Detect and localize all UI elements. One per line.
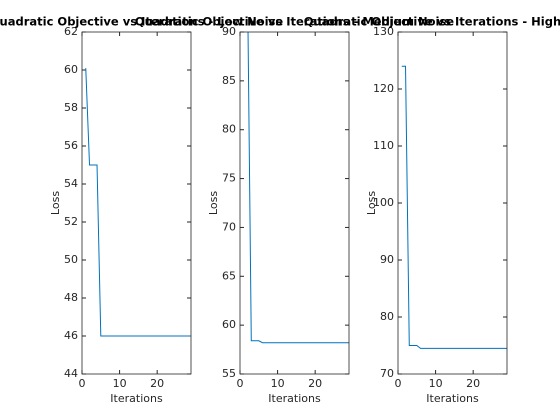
y-tick-label: 130 [373, 25, 394, 38]
y-axis-label: Loss [207, 191, 220, 215]
x-tick-label: 20 [308, 377, 322, 390]
y-tick-label: 80 [380, 310, 394, 323]
y-tick-label: 50 [64, 253, 78, 266]
chart-title: Quadratic Objective vs Iterations - Medi… [135, 15, 454, 29]
y-tick-label: 65 [222, 269, 236, 282]
x-tick-label: 10 [429, 377, 443, 390]
y-tick-label: 62 [64, 25, 78, 38]
y-tick-label: 60 [222, 318, 236, 331]
y-tick-label: 120 [373, 82, 394, 95]
x-tick-label: 0 [237, 377, 244, 390]
y-tick-label: 90 [380, 253, 394, 266]
y-tick-label: 52 [64, 215, 78, 228]
y-axis-label: Loss [49, 191, 62, 215]
line-series [247, 32, 349, 344]
x-tick-label: 10 [271, 377, 285, 390]
y-axis-label: Loss [365, 191, 378, 215]
y-tick-label: 70 [222, 220, 236, 233]
y-tick-label: 85 [222, 74, 236, 87]
y-tick-label: 90 [222, 25, 236, 38]
axes-box [81, 31, 192, 375]
x-axis-label: Iterations [268, 392, 321, 405]
line-series [401, 65, 507, 349]
y-tick-label: 100 [373, 196, 394, 209]
x-tick-label: 0 [79, 377, 86, 390]
y-tick-label: 55 [222, 367, 236, 380]
y-tick-label: 60 [64, 63, 78, 76]
line-series [85, 68, 191, 337]
x-axis-label: Iterations [110, 392, 163, 405]
axes-background [240, 32, 349, 374]
y-tick-label: 48 [64, 291, 78, 304]
y-tick-label: 56 [64, 139, 78, 152]
y-tick-label: 44 [64, 367, 78, 380]
y-tick-label: 54 [64, 177, 78, 190]
axes-box [239, 31, 350, 375]
y-tick-label: 75 [222, 172, 236, 185]
axes-background [398, 32, 507, 374]
x-tick-label: 20 [150, 377, 164, 390]
chart-title: Quadratic Objective vs Iterations - Low … [0, 15, 283, 29]
y-tick-label: 46 [64, 329, 78, 342]
x-tick-label: 0 [395, 377, 402, 390]
chart-title: Quadratic Objective vs Iterations - High… [304, 15, 560, 29]
axes-box [397, 31, 508, 375]
x-axis-label: Iterations [426, 392, 479, 405]
y-tick-label: 110 [373, 139, 394, 152]
y-tick-label: 58 [64, 101, 78, 114]
y-tick-label: 70 [380, 367, 394, 380]
y-tick-label: 80 [222, 123, 236, 136]
x-tick-label: 10 [113, 377, 127, 390]
x-tick-label: 20 [466, 377, 480, 390]
